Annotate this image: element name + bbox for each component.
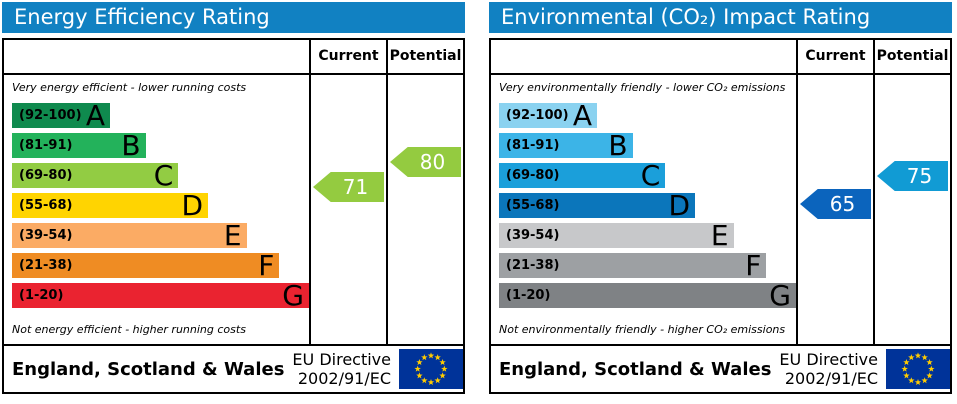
chart-footer: England, Scotland & Wales EU Directive 2… [491,344,950,392]
top-caption: Very energy efficient - lower running co… [12,81,247,94]
band-letter: D [181,189,204,222]
energy-chart-table: Current Potential Very energy efficient … [2,38,465,394]
band-range-label: (39-54) [506,228,560,243]
chart-footer: England, Scotland & Wales EU Directive 2… [4,344,463,392]
environment-bands-cell: Very environmentally friendly - lower CO… [491,75,796,344]
band-letter: C [153,159,174,192]
band-letter: G [282,279,304,312]
eu-directive-label: EU Directive 2002/91/EC [292,350,391,388]
current-rating-arrow: 65 [800,189,871,219]
band-range-label: (69-80) [506,168,560,183]
band-letter: F [258,249,275,282]
environment-chart-title: Environmental (CO₂) Impact Rating [489,2,952,33]
potential-column-header: Potential [873,40,950,75]
band-letter: E [710,219,729,252]
energy-bands-cell: Very energy efficient - lower running co… [4,75,309,344]
band-C: (69-80) C [499,159,666,192]
band-F: (21-38) F [12,249,280,282]
eu-directive-line2: 2002/91/EC [297,369,391,388]
eu-directive-label: EU Directive 2002/91/EC [779,350,878,388]
band-letter: C [640,159,661,192]
current-column-header: Current [309,40,386,75]
band-range-label: (55-68) [506,198,560,213]
eu-flag-icon [399,349,463,389]
environment-current-cell: 65 [796,75,873,344]
rating-bands: (92-100) A (81-91) B (69-80) C (55-68) D (39-54)… [499,99,796,313]
band-range-label: (55-68) [19,198,73,213]
band-F: (21-38) F [499,249,767,282]
band-range-label: (81-91) [19,138,73,153]
band-G: (1-20) G [12,279,309,312]
band-range-label: (1-20) [19,288,64,303]
bottom-caption: Not energy efficient - higher running co… [12,323,246,336]
eu-directive-line2: 2002/91/EC [784,369,878,388]
band-B: (81-91) B [12,129,146,162]
table-corner-cell [4,40,309,75]
band-range-label: (92-100) [506,108,569,123]
potential-rating-arrow: 80 [390,147,461,177]
environmental-impact-chart: Environmental (CO₂) Impact Rating Curren… [489,2,952,394]
band-D: (55-68) D [499,189,696,222]
energy-efficiency-chart: Energy Efficiency Rating Current Potenti… [2,2,465,394]
band-letter: F [745,249,762,282]
current-column-header: Current [796,40,873,75]
spacer [12,313,309,321]
bottom-caption: Not environmentally friendly - higher CO… [499,323,786,336]
band-range-label: (69-80) [19,168,73,183]
band-E: (39-54) E [12,219,247,252]
potential-column-header: Potential [386,40,463,75]
band-A: (92-100) A [499,99,597,132]
rating-bands: (92-100) A (81-91) B (69-80) C (55-68) D (39-54)… [12,99,309,313]
band-letter: B [608,129,628,162]
band-range-label: (21-38) [19,258,73,273]
band-B: (81-91) B [499,129,633,162]
band-E: (39-54) E [499,219,734,252]
energy-current-cell: 71 [309,75,386,344]
top-caption: Very environmentally friendly - lower CO… [499,81,786,94]
environment-chart-table: Current Potential Very environmentally f… [489,38,952,394]
band-letter: B [121,129,141,162]
band-G: (1-20) G [499,279,796,312]
band-range-label: (81-91) [506,138,560,153]
potential-rating-arrow: 75 [877,161,948,191]
environment-potential-cell: 75 [873,75,950,344]
band-letter: A [572,99,592,132]
region-label: England, Scotland & Wales [12,358,285,380]
eu-flag-icon [886,349,950,389]
band-range-label: (39-54) [19,228,73,243]
energy-chart-title: Energy Efficiency Rating [2,2,465,33]
band-range-label: (21-38) [506,258,560,273]
band-range-label: (92-100) [19,108,82,123]
band-A: (92-100) A [12,99,110,132]
band-C: (69-80) C [12,159,179,192]
current-rating-arrow: 71 [313,172,384,202]
band-letter: D [668,189,691,222]
energy-potential-cell: 80 [386,75,463,344]
eu-directive-line1: EU Directive [292,349,391,369]
table-corner-cell [491,40,796,75]
spacer [499,313,796,321]
eu-directive-line1: EU Directive [779,349,878,369]
band-letter: A [85,99,105,132]
band-letter: E [223,219,242,252]
region-label: England, Scotland & Wales [499,358,772,380]
band-D: (55-68) D [12,189,209,222]
band-letter: G [769,279,791,312]
band-range-label: (1-20) [506,288,551,303]
